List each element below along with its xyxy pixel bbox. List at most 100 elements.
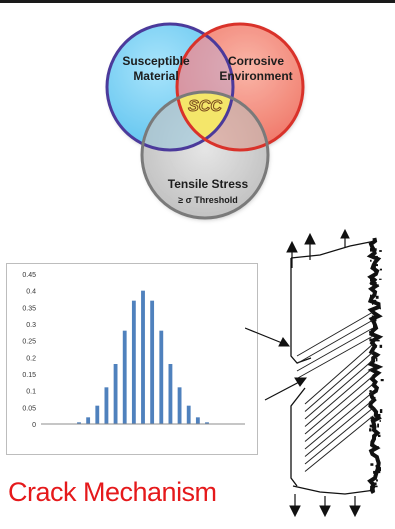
bars: [67, 290, 219, 424]
y-tick-label: 0.25: [22, 339, 36, 346]
lower-left-surface: [290, 387, 306, 487]
y-tick-label: 0.35: [22, 305, 36, 312]
bottom-surface: [292, 485, 376, 495]
scc-venn-diagram: Susceptible Material Corrosive Environme…: [105, 22, 305, 220]
bar: [150, 300, 155, 424]
pointer-arrows: [245, 327, 307, 401]
edge-speck: [371, 424, 374, 428]
edge-speck: [373, 367, 376, 369]
edge-speck: [369, 390, 372, 393]
crack-line: [304, 399, 374, 457]
edge-speck: [371, 396, 376, 401]
edge-speck: [371, 315, 376, 317]
bar: [205, 422, 209, 424]
edge-speck: [370, 416, 375, 420]
edge-speck: [373, 345, 377, 348]
edge-speck: [370, 294, 372, 298]
edge-speck: [379, 268, 382, 271]
bar: [195, 417, 200, 424]
edge-speck: [371, 446, 374, 448]
edge-speck: [374, 264, 378, 267]
crack-line: [304, 407, 374, 465]
y-axis: 0 0.05 0.1 0.15 0.2 0.25 0.3 0.35 0.4 0.45: [22, 272, 36, 429]
edge-speck: [375, 295, 379, 299]
edge-speck: [373, 474, 377, 477]
stress-label-line2: ≥ σ Threshold: [178, 195, 238, 205]
edge-speck: [377, 284, 379, 287]
edge-speck: [376, 357, 378, 362]
crack-line: [296, 335, 374, 379]
rough-crack-edge: [366, 237, 384, 494]
top-rule: [0, 0, 395, 3]
crack-line: [304, 391, 374, 450]
edge-speck: [369, 338, 371, 342]
bar: [168, 364, 173, 424]
stress-ring: [140, 90, 270, 220]
top-surface: [290, 240, 376, 259]
y-tick-label: 0: [32, 422, 36, 429]
edge-speck: [373, 269, 377, 272]
bar: [122, 330, 127, 424]
environment-label-line1: Corrosive: [228, 54, 284, 68]
edge-speck: [375, 255, 378, 258]
distribution-bar-chart: 0 0.05 0.1 0.15 0.2 0.25 0.3 0.35 0.4 0.45: [22, 272, 245, 429]
bar: [141, 290, 145, 424]
crack-mechanism-title: Crack Mechanism: [8, 477, 217, 507]
edge-speck: [377, 423, 379, 428]
edge-speck: [373, 325, 376, 328]
edge-speck: [377, 413, 381, 418]
crack-line: [304, 343, 374, 405]
stress-label-line1: Tensile Stress: [168, 177, 249, 191]
bar: [159, 330, 164, 424]
edge-speck: [380, 379, 384, 382]
crack-line: [304, 415, 374, 472]
edge-speck: [372, 248, 377, 251]
environment-ring: [175, 22, 305, 152]
bar: [104, 387, 109, 424]
edge-speck: [376, 479, 378, 482]
edge-speck: [370, 283, 373, 285]
environment-label-line2: Environment: [219, 69, 292, 83]
scc-label: SCC: [188, 98, 222, 115]
edge-speck: [369, 424, 373, 428]
edge-speck: [370, 485, 373, 490]
crack-line: [296, 311, 374, 357]
edge-speck: [373, 299, 377, 303]
bar: [131, 300, 136, 424]
edge-speck: [372, 302, 374, 305]
bottom-tension-arrows: [289, 494, 361, 518]
edge-speck: [373, 470, 377, 474]
crack-line: [304, 359, 374, 420]
edge-speck: [379, 409, 383, 413]
bar: [77, 422, 81, 424]
edge-speck: [378, 434, 381, 437]
y-tick-label: 0.45: [22, 272, 36, 279]
crack-line: [296, 327, 374, 372]
crack-line: [304, 367, 374, 427]
material-label-line2: Material: [133, 69, 178, 83]
y-tick-label: 0.1: [26, 389, 36, 396]
edge-speck: [370, 463, 374, 466]
bar: [113, 364, 118, 424]
edge-speck: [378, 416, 381, 420]
crack-schematic: [245, 228, 384, 518]
y-tick-label: 0.3: [26, 322, 36, 329]
distribution-chart-panel: 0 0.05 0.1 0.15 0.2 0.25 0.3 0.35 0.4 0.45: [6, 263, 258, 455]
crack-propagation-lines: [296, 311, 374, 472]
edge-speck: [379, 250, 382, 252]
edge-speck: [369, 331, 372, 334]
edge-speck: [373, 250, 376, 254]
edge-speck: [374, 265, 376, 269]
crack-line: [304, 351, 374, 412]
crack-line: [304, 375, 374, 435]
edge-speck: [374, 485, 378, 488]
bar: [177, 387, 182, 424]
material-ring: [105, 22, 235, 152]
edge-speck: [373, 482, 377, 486]
rough-edge-line: [366, 237, 384, 494]
y-tick-label: 0.15: [22, 372, 36, 379]
edge-speck: [372, 362, 374, 365]
crack-line: [304, 383, 374, 442]
y-tick-label: 0.05: [22, 405, 36, 412]
material-label-line1: Susceptible: [122, 54, 190, 68]
